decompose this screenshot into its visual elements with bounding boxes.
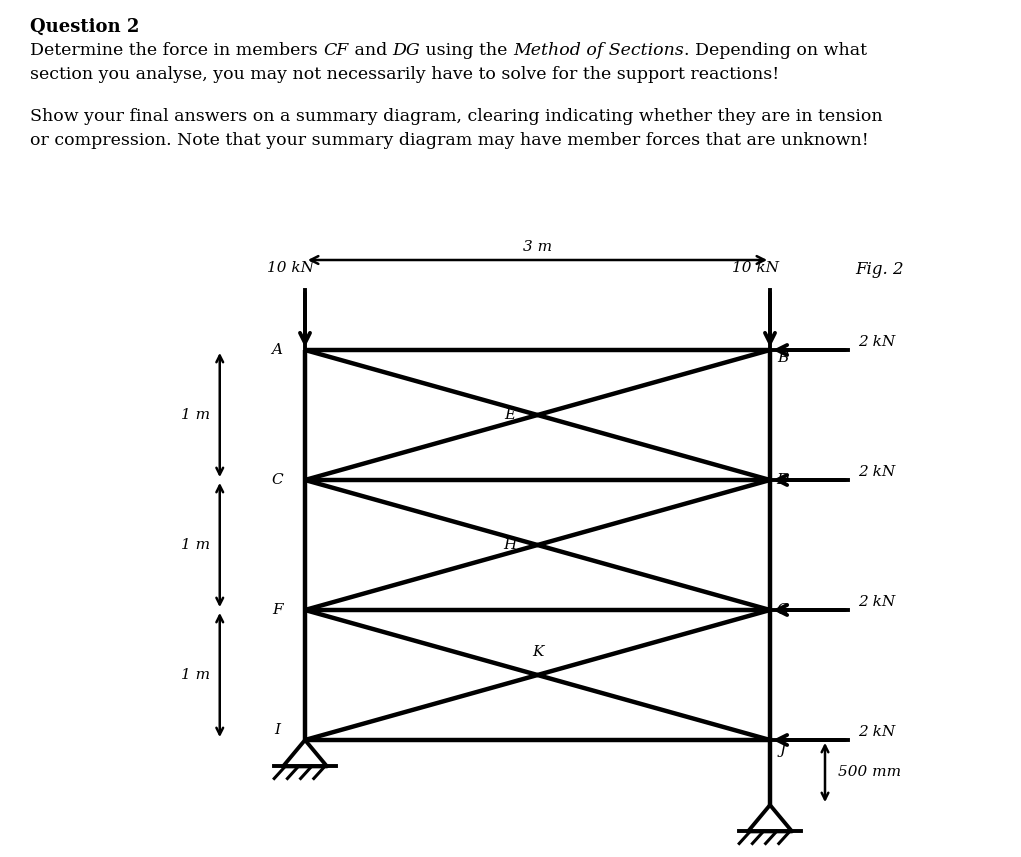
Text: D: D <box>776 473 788 487</box>
Text: DG: DG <box>392 42 420 59</box>
Text: E: E <box>504 408 516 422</box>
Text: or compression. Note that your summary diagram may have member forces that are u: or compression. Note that your summary d… <box>30 132 869 149</box>
Text: Fig. 2: Fig. 2 <box>856 261 905 279</box>
Text: 10 kN: 10 kN <box>731 261 778 275</box>
Text: 2 kN: 2 kN <box>858 335 895 349</box>
Text: H: H <box>503 538 517 552</box>
Text: Method of Sections: Method of Sections <box>513 42 684 59</box>
Text: K: K <box>532 644 543 658</box>
Text: B: B <box>777 351 788 365</box>
Text: and: and <box>348 42 392 59</box>
Text: 500 mm: 500 mm <box>838 765 902 780</box>
Text: A: A <box>272 343 283 357</box>
Text: Determine the force in members: Determine the force in members <box>30 42 324 59</box>
Text: 1 m: 1 m <box>181 538 209 552</box>
Text: 2 kN: 2 kN <box>858 465 895 479</box>
Text: using the: using the <box>420 42 513 59</box>
Text: 10 kN: 10 kN <box>266 261 313 275</box>
Text: 1 m: 1 m <box>181 668 209 682</box>
Text: I: I <box>274 722 280 737</box>
Text: F: F <box>272 603 283 617</box>
Text: 2 kN: 2 kN <box>858 595 895 609</box>
Text: . Depending on what: . Depending on what <box>684 42 867 59</box>
Text: J: J <box>779 743 785 758</box>
Text: G: G <box>776 603 788 617</box>
Text: 3 m: 3 m <box>523 240 552 254</box>
Text: CF: CF <box>324 42 348 59</box>
Text: Question 2: Question 2 <box>30 18 140 36</box>
Text: Show your final answers on a summary diagram, clearing indicating whether they a: Show your final answers on a summary dia… <box>30 108 882 125</box>
Text: 2 kN: 2 kN <box>858 725 895 739</box>
Text: 1 m: 1 m <box>181 408 209 422</box>
Text: C: C <box>272 473 283 487</box>
Text: section you analyse, you may not necessarily have to solve for the support react: section you analyse, you may not necessa… <box>30 66 779 83</box>
